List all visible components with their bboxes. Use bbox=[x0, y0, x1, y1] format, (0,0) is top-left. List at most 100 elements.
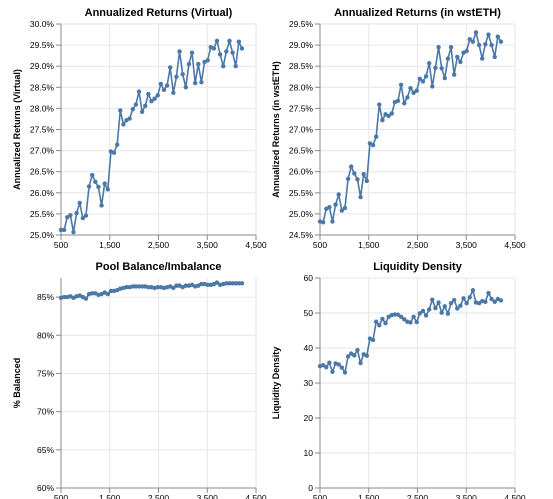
chart-title: Annualized Returns (Virtual) bbox=[85, 7, 233, 19]
data-point bbox=[86, 184, 92, 189]
data-point bbox=[214, 280, 220, 285]
y-tick-label: 28.5% bbox=[30, 82, 55, 92]
data-point bbox=[58, 227, 64, 233]
y-tick-label: 26.0% bbox=[30, 188, 55, 198]
data-point bbox=[180, 72, 185, 77]
y-axis-label: % Balanced bbox=[12, 358, 22, 409]
data-point bbox=[377, 102, 382, 107]
data-point bbox=[436, 45, 441, 50]
data-point bbox=[408, 320, 413, 325]
data-point bbox=[402, 101, 407, 106]
y-tick-label: 50 bbox=[304, 308, 314, 318]
data-point bbox=[133, 284, 139, 289]
data-point bbox=[174, 74, 179, 79]
y-tick-label: 27.0% bbox=[30, 146, 55, 156]
y-tick-label: 25.0% bbox=[289, 209, 314, 219]
y-tick-label: 0 bbox=[308, 483, 313, 493]
y-axis-label: Liquidity Density bbox=[271, 347, 281, 420]
y-tick-label: 80% bbox=[37, 330, 54, 340]
x-tick-label: 500 bbox=[313, 240, 327, 250]
data-point bbox=[489, 42, 494, 48]
data-point bbox=[127, 116, 132, 121]
y-tick-label: 28.0% bbox=[289, 82, 314, 92]
y-tick-label: 60 bbox=[304, 273, 314, 283]
data-point bbox=[345, 354, 351, 359]
y-tick-label: 10 bbox=[304, 448, 314, 458]
data-point bbox=[364, 178, 369, 184]
data-point bbox=[61, 227, 67, 233]
data-point bbox=[130, 284, 135, 289]
data-point bbox=[77, 200, 82, 206]
chart-density: 0 10 20 30 40 50 60 500 1,500 2,500 3,500 4,500 Liqu… bbox=[271, 261, 526, 499]
data-point bbox=[358, 194, 363, 200]
data-point bbox=[183, 283, 188, 288]
data-point bbox=[476, 42, 482, 48]
y-tick-label: 29.0% bbox=[289, 40, 314, 50]
x-tick-label: 2,500 bbox=[407, 240, 429, 250]
data-point bbox=[430, 84, 435, 89]
data-point bbox=[114, 142, 120, 147]
data-point bbox=[83, 296, 89, 301]
data-point bbox=[192, 80, 198, 86]
data-point bbox=[492, 299, 497, 304]
data-point bbox=[336, 192, 341, 197]
data-point bbox=[451, 297, 457, 303]
data-point bbox=[483, 299, 488, 304]
data-point bbox=[327, 204, 332, 210]
data-point bbox=[402, 317, 407, 322]
x-tick-label: 3,500 bbox=[456, 493, 478, 499]
data-point bbox=[480, 56, 485, 61]
data-point bbox=[124, 284, 129, 290]
data-point bbox=[470, 39, 476, 44]
y-tick-label: 20 bbox=[304, 413, 314, 423]
y-tick-label: 26.5% bbox=[289, 146, 314, 156]
data-point bbox=[90, 291, 95, 296]
data-point bbox=[230, 281, 235, 286]
y-tick-label: 30.0% bbox=[30, 19, 55, 29]
data-point bbox=[358, 360, 363, 366]
data-point bbox=[221, 63, 226, 69]
data-point bbox=[370, 142, 376, 148]
data-point bbox=[189, 50, 195, 55]
data-point bbox=[111, 150, 117, 155]
y-tick-label: 24.5% bbox=[289, 230, 314, 240]
data-point bbox=[345, 176, 351, 182]
data-point bbox=[330, 219, 335, 224]
y-tick-label: 26.5% bbox=[30, 167, 55, 177]
data-point bbox=[61, 294, 67, 300]
y-tick-label: 75% bbox=[37, 368, 54, 378]
data-point bbox=[355, 347, 360, 353]
data-point bbox=[445, 311, 451, 316]
data-point bbox=[383, 320, 388, 326]
x-tick-label: 500 bbox=[313, 493, 327, 499]
chart-balance: 60% 65% 70% 75% 80% 85% 500 1,500 2,500 3,500 4,50… bbox=[12, 261, 267, 499]
y-tick-label: 28.5% bbox=[289, 61, 314, 71]
chart-title: Pool Balance/Imbalance bbox=[96, 261, 222, 273]
y-tick-label: 40 bbox=[304, 343, 314, 353]
chart-virtual: 25.0% 25.5% 26.0% 26.5% 27.0% 27.5% 28.0% 28.5%… bbox=[12, 7, 267, 250]
y-tick-label: 25.5% bbox=[289, 188, 314, 198]
y-tick-label: 29.5% bbox=[289, 19, 314, 29]
series-line bbox=[61, 40, 243, 233]
data-point bbox=[339, 208, 345, 213]
data-point bbox=[370, 337, 376, 343]
data-point bbox=[71, 229, 76, 235]
data-point bbox=[205, 282, 210, 288]
data-point bbox=[489, 296, 494, 302]
data-point bbox=[146, 284, 151, 290]
data-point bbox=[83, 213, 89, 218]
data-point bbox=[155, 284, 160, 290]
data-point bbox=[143, 103, 148, 109]
data-point bbox=[373, 319, 379, 324]
data-point bbox=[445, 56, 451, 61]
y-tick-label: 27.5% bbox=[289, 103, 314, 113]
y-tick-label: 25.5% bbox=[30, 209, 55, 219]
data-point bbox=[417, 311, 423, 316]
data-point bbox=[342, 205, 348, 211]
data-point bbox=[483, 42, 488, 47]
data-point bbox=[420, 308, 426, 314]
data-point bbox=[68, 212, 73, 218]
y-tick-label: 29.0% bbox=[30, 61, 55, 71]
data-point bbox=[108, 288, 114, 294]
data-point bbox=[442, 75, 447, 81]
